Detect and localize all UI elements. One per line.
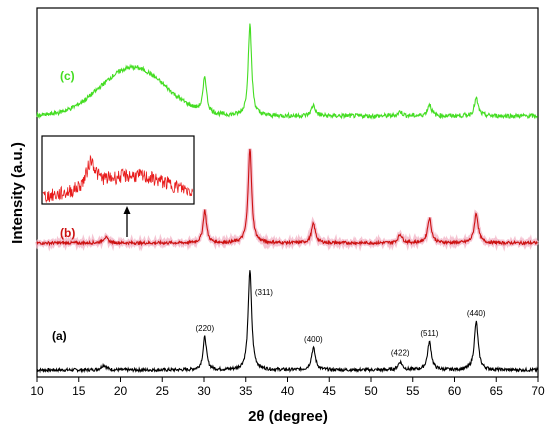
y-axis-title: Intensity (a.u.) (9, 142, 26, 244)
x-axis-title: 2θ (degree) (248, 408, 328, 425)
hkl-labels: (220) (311) (400) (422) (511) (440) (195, 288, 485, 358)
inset-line (42, 154, 193, 204)
hkl-label: (400) (304, 335, 323, 344)
x-tick-label: 15 (72, 384, 86, 398)
x-tick-label: 25 (156, 384, 170, 398)
x-ticks: 10 15 20 25 30 35 40 45 50 55 60 65 70 (30, 377, 545, 398)
series-line-2 (36, 23, 538, 120)
x-tick-label: 50 (364, 384, 378, 398)
x-tick-label: 65 (490, 384, 504, 398)
series-line-0 (36, 270, 539, 374)
series-tag: (c) (60, 69, 75, 83)
hkl-label: (220) (195, 324, 214, 333)
hkl-label: (311) (255, 288, 273, 297)
hkl-label: (440) (467, 309, 486, 318)
x-tick-label: 10 (30, 384, 44, 398)
series-tags: (a) (b) (c) (52, 69, 75, 343)
x-tick-label: 45 (323, 384, 337, 398)
series-tag: (b) (60, 226, 75, 240)
x-tick-label: 30 (197, 384, 211, 398)
x-tick-label: 70 (531, 384, 545, 398)
x-tick-label: 20 (114, 384, 128, 398)
inset (41, 135, 195, 205)
x-tick-label: 40 (281, 384, 295, 398)
inset-trace (42, 154, 193, 204)
series-tag: (a) (52, 329, 67, 343)
series-line-1 (36, 148, 538, 247)
x-tick-label: 35 (239, 384, 253, 398)
series-layer (35, 23, 539, 374)
x-tick-label: 55 (406, 384, 420, 398)
inset-arrow (123, 206, 131, 237)
x-tick-label: 60 (448, 384, 462, 398)
hkl-label: (511) (420, 329, 438, 338)
hkl-label: (422) (391, 349, 410, 358)
